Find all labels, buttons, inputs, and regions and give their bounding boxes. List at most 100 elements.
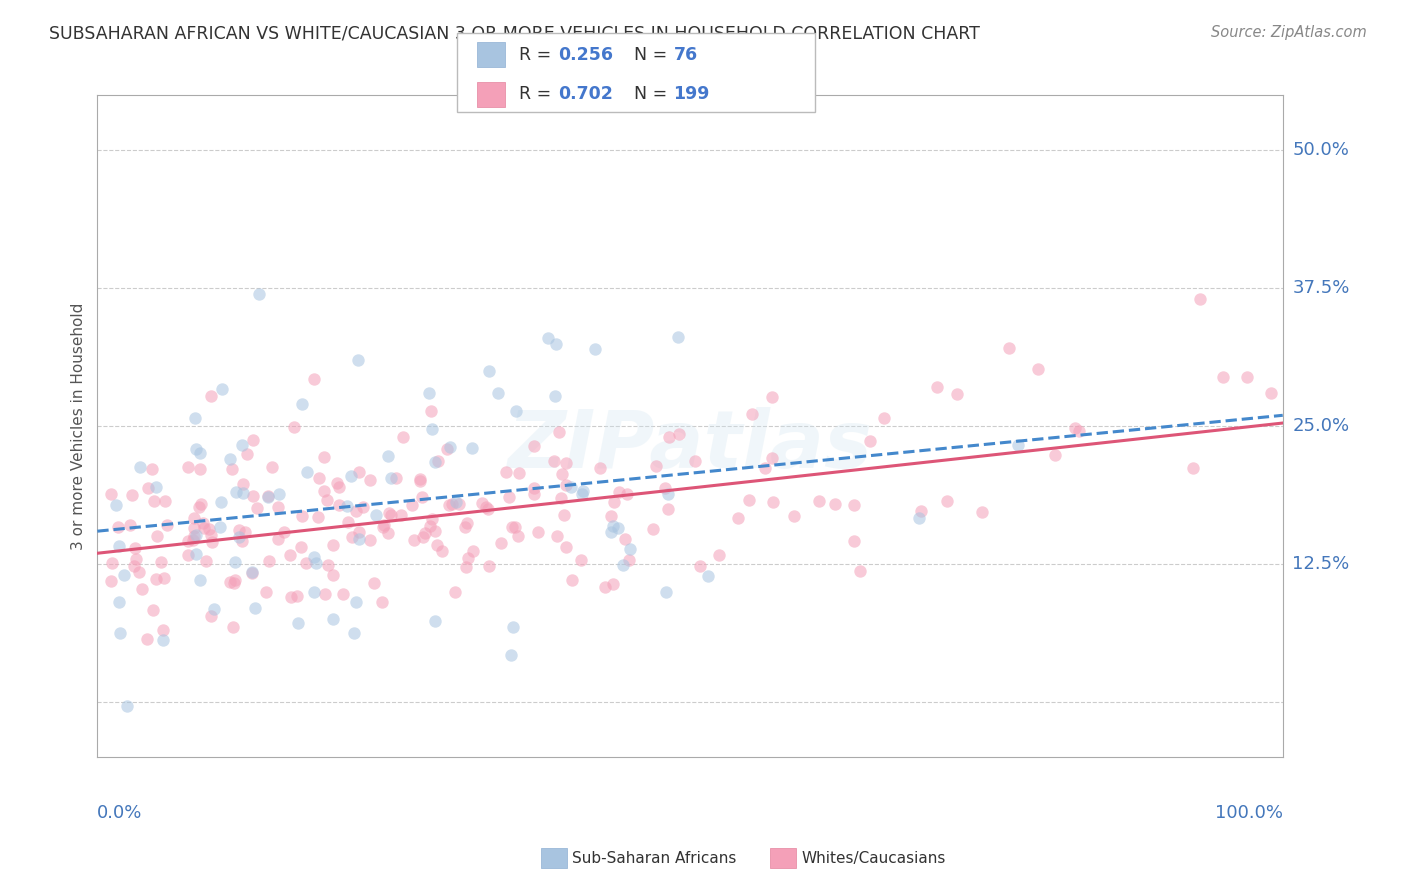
Point	[124, 541, 146, 556]
Text: 25.0%: 25.0%	[1292, 417, 1350, 435]
Point	[378, 506, 401, 520]
Point	[426, 454, 449, 468]
Point	[108, 625, 131, 640]
Point	[232, 477, 254, 491]
Point	[146, 529, 169, 543]
Point	[152, 633, 174, 648]
Point	[523, 439, 546, 453]
Point	[523, 481, 546, 495]
Point	[546, 529, 568, 543]
Point	[425, 538, 447, 552]
Point	[389, 508, 412, 523]
Point	[242, 489, 264, 503]
Point	[761, 451, 783, 466]
Point	[440, 497, 463, 511]
Point	[554, 456, 576, 470]
Point	[240, 566, 263, 580]
Point	[322, 567, 344, 582]
Point	[572, 483, 595, 498]
Point	[107, 520, 129, 534]
Point	[617, 553, 640, 567]
Point	[385, 471, 408, 485]
Point	[505, 404, 527, 418]
Point	[551, 467, 574, 482]
Point	[583, 342, 606, 356]
Text: 199: 199	[673, 86, 710, 103]
Point	[340, 469, 363, 483]
Point	[1236, 369, 1258, 384]
Point	[228, 531, 250, 545]
Point	[409, 474, 432, 488]
Point	[295, 556, 318, 570]
Point	[842, 498, 865, 512]
Point	[377, 449, 399, 463]
Point	[439, 441, 461, 455]
Point	[423, 614, 446, 628]
Point	[502, 620, 524, 634]
Point	[607, 485, 630, 500]
Point	[183, 521, 205, 535]
Point	[347, 353, 370, 368]
Point	[761, 390, 783, 404]
Point	[184, 410, 207, 425]
Point	[927, 380, 949, 394]
Point	[569, 553, 592, 567]
Point	[262, 459, 284, 474]
Point	[501, 520, 523, 534]
Point	[489, 536, 512, 550]
Text: 0.256: 0.256	[558, 46, 613, 64]
Point	[326, 475, 349, 490]
Point	[176, 534, 198, 549]
Point	[456, 516, 478, 530]
Point	[153, 494, 176, 508]
Point	[685, 454, 707, 468]
Text: SUBSAHARAN AFRICAN VS WHITE/CAUCASIAN 3 OR MORE VEHICLES IN HOUSEHOLD CORRELATIO: SUBSAHARAN AFRICAN VS WHITE/CAUCASIAN 3 …	[49, 25, 980, 43]
Point	[222, 619, 245, 633]
Point	[201, 534, 224, 549]
Point	[430, 544, 453, 558]
Text: R =: R =	[519, 46, 557, 64]
Point	[156, 517, 179, 532]
Point	[291, 508, 314, 523]
Point	[547, 425, 569, 439]
Point	[658, 430, 681, 444]
Point	[209, 520, 232, 534]
Point	[328, 498, 350, 512]
Point	[754, 461, 776, 475]
Point	[188, 573, 211, 587]
Point	[1181, 460, 1204, 475]
Point	[461, 442, 484, 456]
Point	[181, 533, 204, 547]
Point	[108, 595, 131, 609]
Point	[1260, 386, 1282, 401]
Point	[304, 550, 326, 565]
Point	[401, 498, 423, 512]
Point	[314, 450, 336, 464]
Point	[332, 586, 354, 600]
Point	[377, 525, 399, 540]
Point	[506, 529, 529, 543]
Point	[654, 481, 676, 495]
Point	[240, 565, 263, 579]
Point	[873, 411, 896, 425]
Point	[184, 442, 207, 457]
Point	[1067, 424, 1090, 438]
Point	[121, 488, 143, 502]
Point	[486, 386, 509, 401]
Point	[128, 565, 150, 579]
Point	[454, 560, 477, 574]
Point	[291, 396, 314, 410]
Point	[131, 582, 153, 597]
Point	[1064, 421, 1087, 435]
Point	[183, 511, 205, 525]
Point	[499, 648, 522, 662]
Point	[267, 532, 290, 546]
Point	[373, 518, 395, 533]
Point	[101, 557, 124, 571]
Point	[232, 486, 254, 500]
Point	[553, 508, 575, 522]
Point	[184, 528, 207, 542]
Point	[200, 609, 222, 624]
Point	[523, 487, 546, 501]
Point	[273, 524, 295, 539]
